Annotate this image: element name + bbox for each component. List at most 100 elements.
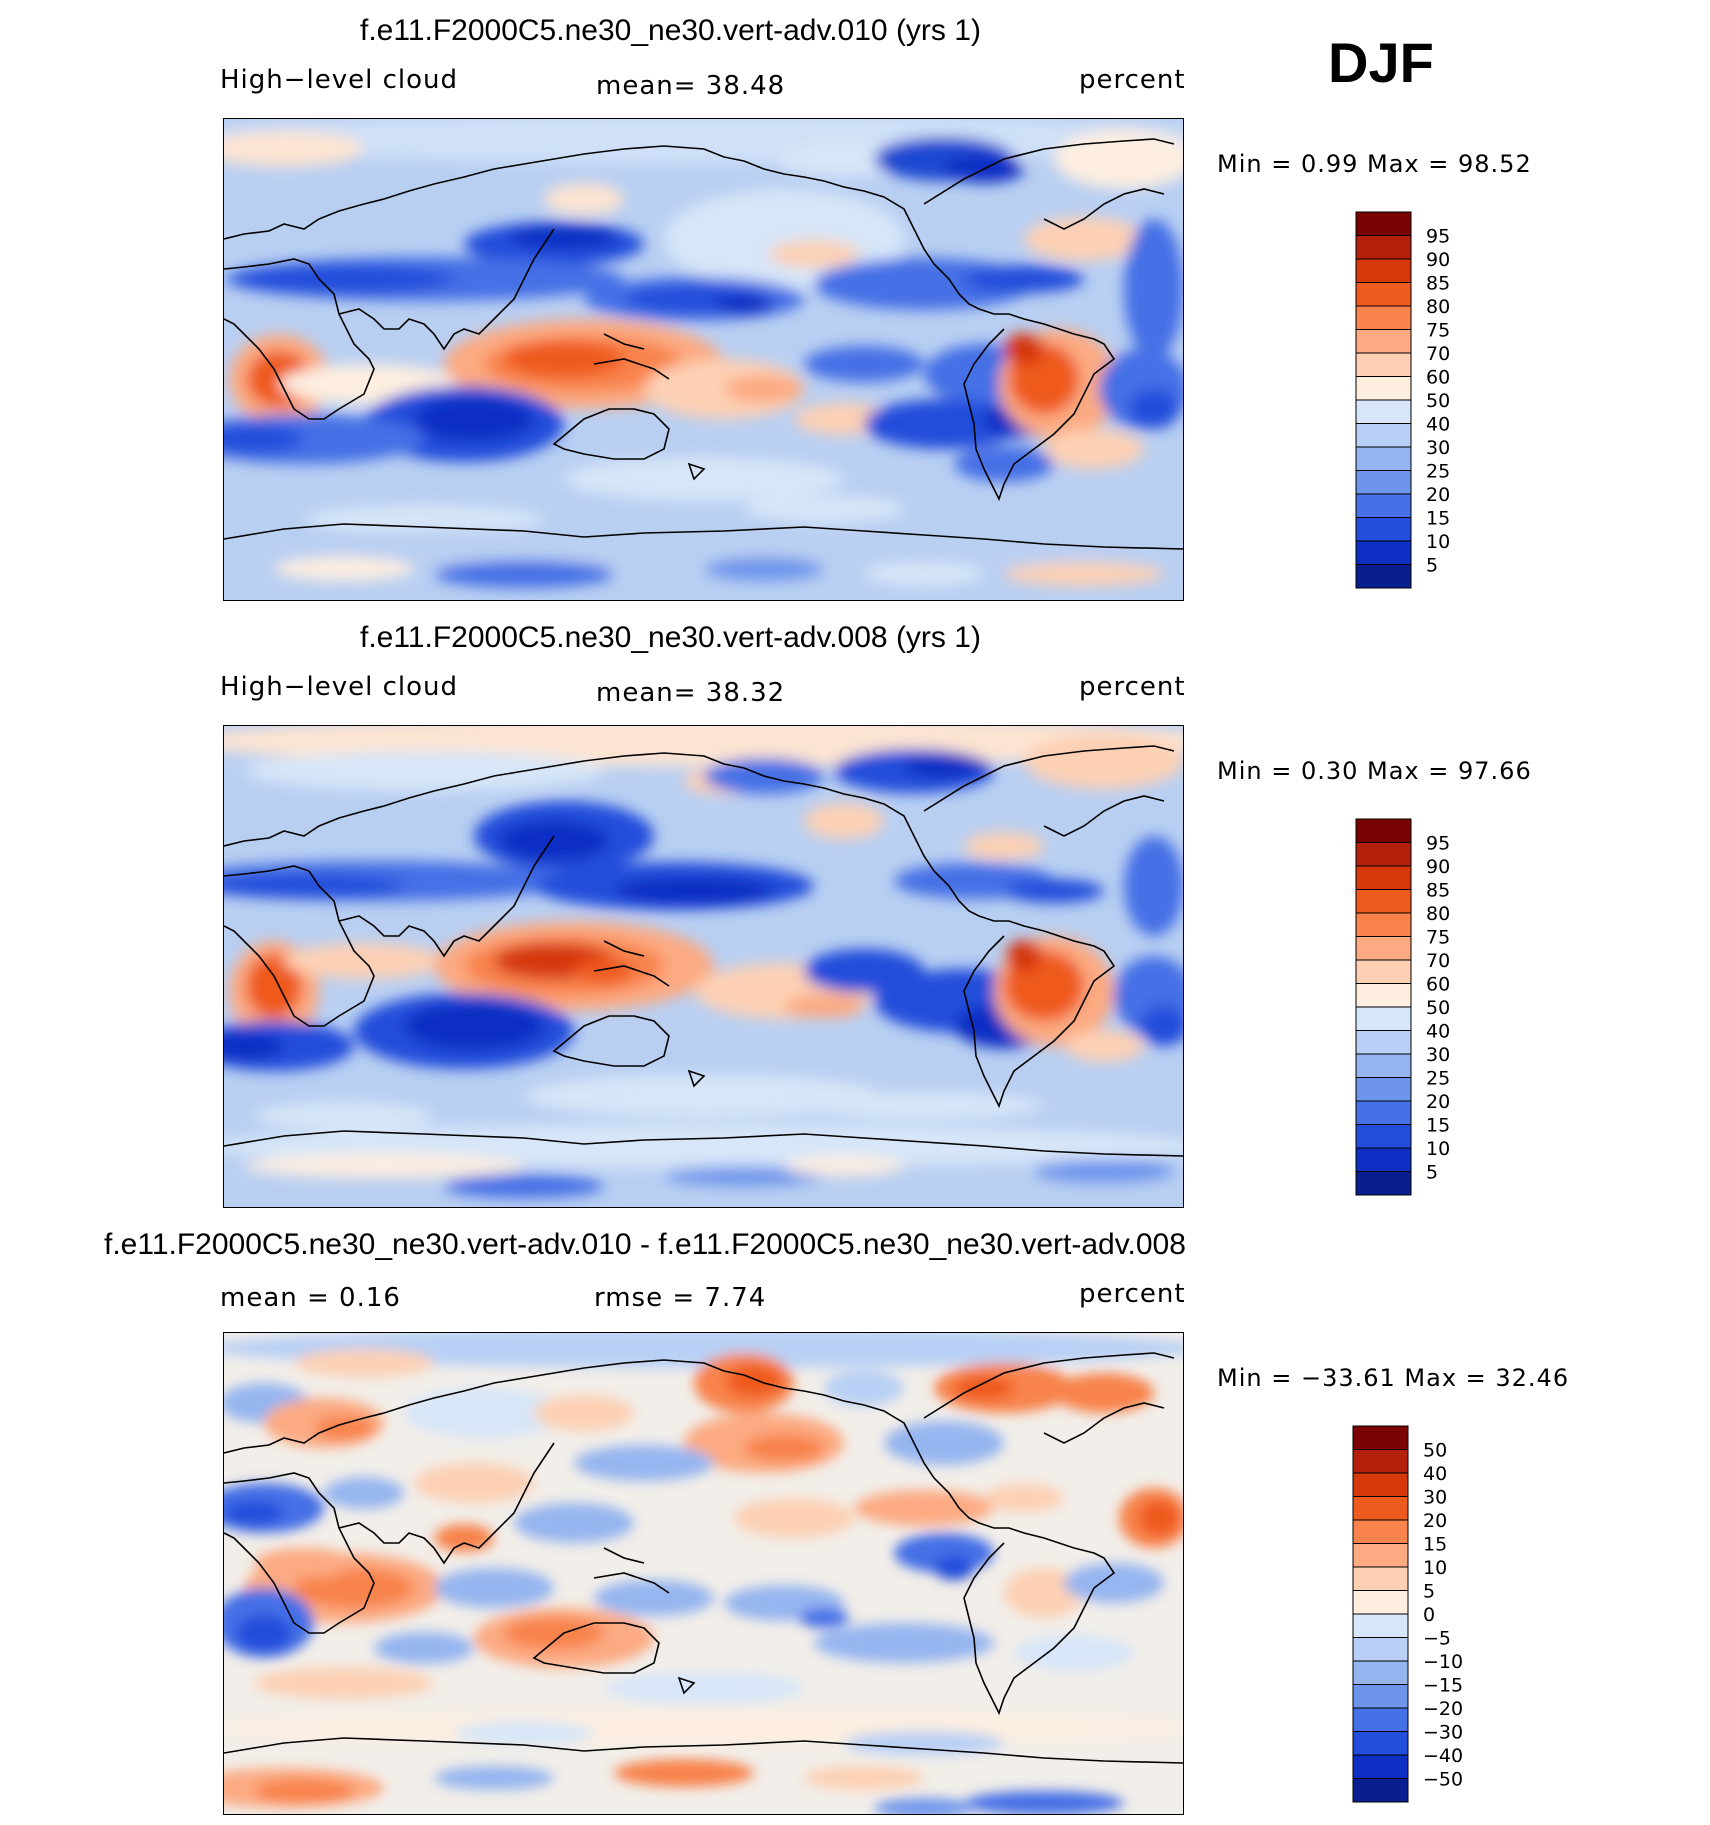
colorbar-tick-label: 10 bbox=[1423, 1557, 1447, 1579]
colorbar-tick-label: 90 bbox=[1426, 249, 1450, 271]
colorbar-swatch bbox=[1355, 865, 1412, 890]
colorbar-tick-label: 60 bbox=[1426, 367, 1450, 389]
colorbar-tick-label: 20 bbox=[1426, 484, 1450, 506]
cloud-field-middle bbox=[224, 726, 1183, 1207]
colorbar-tick-label: 5 bbox=[1426, 1162, 1438, 1184]
colorbar-tick-label: 50 bbox=[1423, 1440, 1447, 1462]
colorbar-tick-label: 20 bbox=[1423, 1510, 1447, 1532]
panel-variable-label-middle: High−level cloud bbox=[220, 672, 459, 702]
colorbar-tick-label: 80 bbox=[1426, 903, 1450, 925]
coastlines-top bbox=[224, 138, 1183, 550]
map-panel-middle bbox=[223, 725, 1184, 1208]
colorbar-top: 95 90 85 80 75 70 60 50 40 30 25 20 15 10 5 bbox=[1355, 211, 1475, 591]
colorbar-tick-label: 80 bbox=[1426, 296, 1450, 318]
colorbar-swatch bbox=[1355, 1077, 1412, 1102]
colorbar-tick-label: −50 bbox=[1423, 1769, 1463, 1791]
colorbar-swatch bbox=[1352, 1496, 1409, 1521]
colorbar-swatch bbox=[1355, 959, 1412, 984]
panel-mean-label-middle: mean= 38.32 bbox=[596, 678, 786, 708]
colorbar-tick-label: 70 bbox=[1426, 343, 1450, 365]
colorbar-tick-label: 60 bbox=[1426, 974, 1450, 996]
minmax-label-bottom: Min = −33.61 Max = 32.46 bbox=[1217, 1364, 1570, 1392]
cloud-field-top bbox=[224, 119, 1183, 600]
colorbar-swatch bbox=[1355, 376, 1412, 401]
colorbar-tick-label: 10 bbox=[1426, 531, 1450, 553]
colorbar-swatch bbox=[1355, 540, 1412, 565]
colorbar-swatch bbox=[1355, 423, 1412, 448]
colorbar-swatch bbox=[1355, 282, 1412, 307]
colorbar-swatch bbox=[1355, 818, 1412, 843]
colorbar-tick-label: 0 bbox=[1423, 1604, 1435, 1626]
colorbar-swatch bbox=[1355, 564, 1412, 589]
colorbar-swatch bbox=[1355, 329, 1412, 354]
colorbar-swatch bbox=[1352, 1754, 1409, 1779]
colorbar-swatch bbox=[1352, 1684, 1409, 1709]
colorbar-tick-label: 85 bbox=[1426, 880, 1450, 902]
colorbar-swatch bbox=[1352, 1613, 1409, 1638]
colorbar-tick-label: 20 bbox=[1426, 1091, 1450, 1113]
colorbar-tick-label: 40 bbox=[1423, 1463, 1447, 1485]
colorbar-tick-label: 30 bbox=[1426, 437, 1450, 459]
colorbar-swatch bbox=[1352, 1472, 1409, 1497]
colorbar-swatch bbox=[1355, 1171, 1412, 1196]
colorbar-swatch bbox=[1352, 1660, 1409, 1685]
colorbar-swatch bbox=[1355, 493, 1412, 518]
colorbar-swatch bbox=[1355, 842, 1412, 867]
colorbar-tick-label: 30 bbox=[1423, 1487, 1447, 1509]
colorbar-swatch bbox=[1355, 936, 1412, 961]
colorbar-swatch bbox=[1355, 1030, 1412, 1055]
colorbar-swatch bbox=[1355, 258, 1412, 283]
map-panel-bottom bbox=[223, 1332, 1184, 1815]
panel-units-label-bottom: percent bbox=[1079, 1279, 1186, 1309]
colorbar-swatch bbox=[1352, 1519, 1409, 1544]
coastlines-middle bbox=[224, 745, 1183, 1157]
colorbar-swatch bbox=[1355, 470, 1412, 495]
colorbar-tick-label: −15 bbox=[1423, 1675, 1463, 1697]
colorbar-swatch bbox=[1355, 1147, 1412, 1172]
map-panel-top bbox=[223, 118, 1184, 601]
colorbar-swatch bbox=[1352, 1425, 1409, 1450]
colorbar-swatch bbox=[1352, 1449, 1409, 1474]
colorbar-tick-label: −30 bbox=[1423, 1722, 1463, 1744]
colorbar-tick-label: 95 bbox=[1426, 226, 1450, 248]
colorbar-tick-label: 95 bbox=[1426, 833, 1450, 855]
colorbar-swatch bbox=[1355, 446, 1412, 471]
colorbar-tick-label: 75 bbox=[1426, 927, 1450, 949]
colorbar-tick-label: 40 bbox=[1426, 414, 1450, 436]
colorbar-swatch bbox=[1355, 352, 1412, 377]
colorbar-swatch bbox=[1355, 211, 1412, 236]
colorbar-tick-label: 30 bbox=[1426, 1044, 1450, 1066]
colorbar-swatch bbox=[1355, 1053, 1412, 1078]
colorbar-swatch bbox=[1352, 1637, 1409, 1662]
panel-mean-label-bottom: mean = 0.16 bbox=[220, 1283, 401, 1313]
panel-units-label-middle: percent bbox=[1079, 672, 1186, 702]
colorbar-tick-label: 90 bbox=[1426, 856, 1450, 878]
panel-title-top: f.e11.F2000C5.ne30_ne30.vert-adv.010 (yr… bbox=[360, 14, 981, 47]
colorbar-swatch bbox=[1355, 235, 1412, 260]
colorbar-tick-label: 5 bbox=[1423, 1581, 1435, 1603]
colorbar-swatch bbox=[1355, 1124, 1412, 1149]
difference-field-bottom bbox=[224, 1333, 1183, 1814]
season-label: DJF bbox=[1328, 31, 1434, 94]
colorbar-tick-label: 50 bbox=[1426, 997, 1450, 1019]
colorbar-tick-label: −10 bbox=[1423, 1651, 1463, 1673]
colorbar-swatch bbox=[1355, 1100, 1412, 1125]
panel-units-label-top: percent bbox=[1079, 65, 1186, 95]
colorbar-swatch bbox=[1352, 1778, 1409, 1803]
colorbar-swatch bbox=[1355, 983, 1412, 1008]
colorbar-tick-label: 50 bbox=[1426, 390, 1450, 412]
colorbar-tick-label: −40 bbox=[1423, 1745, 1463, 1767]
colorbar-tick-label: −5 bbox=[1423, 1628, 1451, 1650]
colorbar-swatch bbox=[1352, 1590, 1409, 1615]
minmax-label-middle: Min = 0.30 Max = 97.66 bbox=[1217, 757, 1532, 785]
panel-mean-label-top: mean= 38.48 bbox=[596, 71, 786, 101]
panel-rmse-label-bottom: rmse = 7.74 bbox=[594, 1283, 767, 1313]
colorbar-bottom: 50 40 30 20 15 10 5 0 −5 −10 −15 −20 −30 −40 −50 bbox=[1352, 1425, 1482, 1805]
colorbar-tick-label: 40 bbox=[1426, 1021, 1450, 1043]
colorbar-tick-label: 25 bbox=[1426, 1068, 1450, 1090]
colorbar-tick-label: 75 bbox=[1426, 320, 1450, 342]
colorbar-tick-label: 15 bbox=[1426, 1115, 1450, 1137]
colorbar-tick-label: 15 bbox=[1423, 1534, 1447, 1556]
colorbar-tick-label: 5 bbox=[1426, 555, 1438, 577]
coastlines-bottom bbox=[224, 1352, 1183, 1764]
